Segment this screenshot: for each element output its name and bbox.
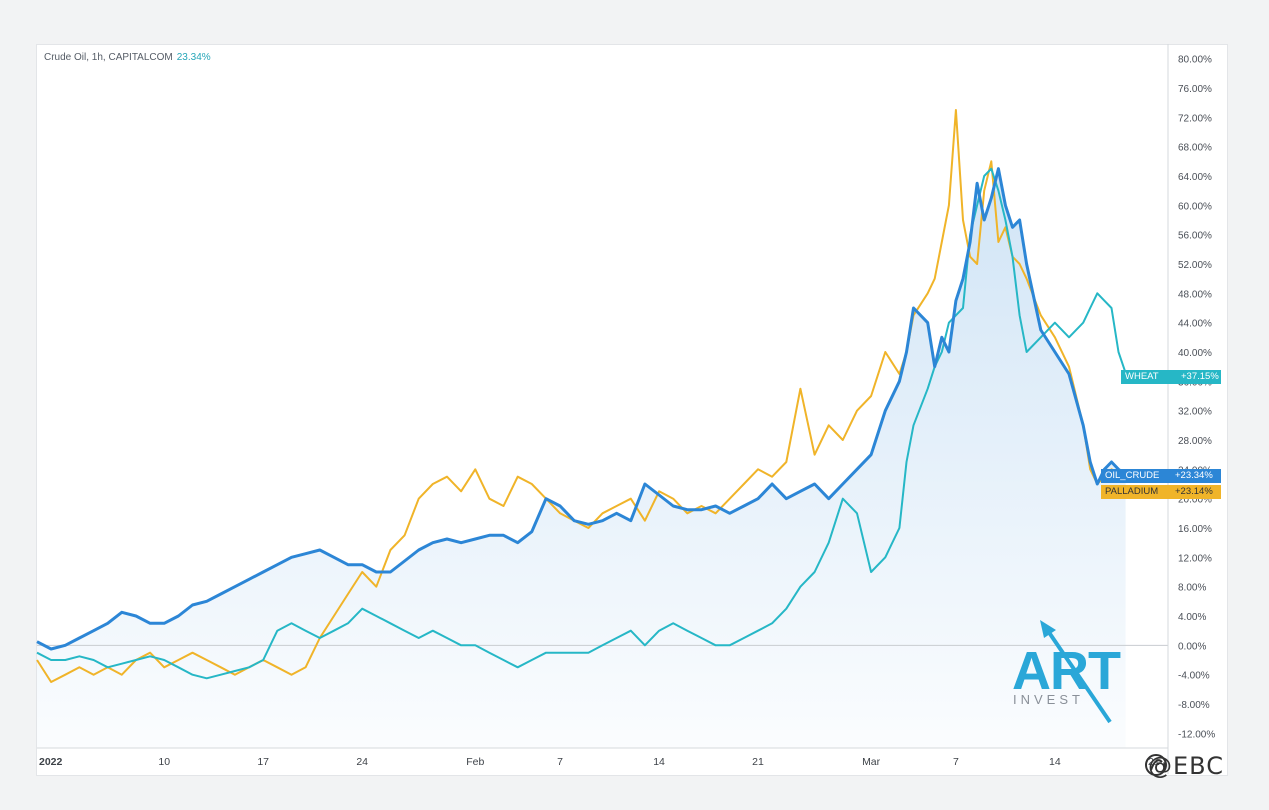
x-tick-label: 7 — [557, 756, 563, 768]
y-tick-label: 8.00% — [1178, 583, 1206, 594]
chart-header: Crude Oil, 1h, CAPITALCOM 23.34% — [44, 52, 211, 63]
art-logo-text: ART — [1012, 641, 1121, 701]
y-tick-label: 64.00% — [1178, 172, 1212, 183]
oil-symbol: OIL_CRUDE — [1105, 470, 1160, 481]
y-tick-label: 76.00% — [1178, 84, 1212, 95]
y-tick-label: 16.00% — [1178, 524, 1212, 535]
chart-title: Crude Oil, 1h, CAPITALCOM — [44, 52, 173, 63]
y-tick-label: -4.00% — [1178, 671, 1210, 682]
y-tick-label: 20.00% — [1178, 495, 1212, 506]
y-tick-label: 28.00% — [1178, 436, 1212, 447]
x-tick-label: 21 — [752, 756, 764, 768]
y-tick-label: 44.00% — [1178, 319, 1212, 330]
x-tick-label: 14 — [1049, 756, 1061, 768]
palladium-value: +23.14% — [1175, 486, 1213, 497]
wheat-price-tag: WHEAT +37.15% — [1121, 370, 1221, 384]
source-logo-icon — [1145, 754, 1167, 776]
y-tick-label: 60.00% — [1178, 201, 1212, 212]
series-line-wheat[interactable] — [36, 167, 1127, 680]
y-tick-label: 48.00% — [1178, 289, 1212, 300]
oil-value: +23.34% — [1175, 470, 1213, 481]
x-tick-label: 14 — [653, 756, 665, 768]
x-tick-label: 2022 — [39, 756, 63, 768]
wheat-symbol: WHEAT — [1125, 371, 1159, 382]
palladium-symbol: PALLADIUM — [1105, 486, 1159, 497]
x-tick-label: 24 — [356, 756, 368, 768]
y-tick-label: 56.00% — [1178, 231, 1212, 242]
invest-logo-text: INVEST — [1013, 692, 1084, 707]
x-tick-label: Mar — [862, 756, 881, 768]
chart-change: 23.34% — [176, 52, 211, 63]
x-tick-label: 10 — [158, 756, 170, 768]
y-tick-label: -8.00% — [1178, 700, 1210, 711]
wheat-value: +37.15% — [1181, 371, 1219, 382]
y-tick-label: 68.00% — [1178, 143, 1212, 154]
oil-price-tag: OIL_CRUDE +23.34% — [1101, 469, 1221, 483]
y-tick-label: 0.00% — [1178, 641, 1206, 652]
y-tick-label: 72.00% — [1178, 113, 1212, 124]
x-tick-label: Feb — [466, 756, 484, 768]
y-tick-label: 4.00% — [1178, 612, 1206, 623]
series-line-oil_crude[interactable] — [36, 167, 1127, 651]
series-area-oil_crude — [37, 168, 1126, 748]
y-tick-label: 40.00% — [1178, 348, 1212, 359]
palladium-price-tag: PALLADIUM +23.14% — [1101, 485, 1221, 499]
x-tick-label: 7 — [953, 756, 959, 768]
source-watermark: @EBC — [1148, 752, 1224, 780]
y-tick-label: 12.00% — [1178, 553, 1212, 564]
art-invest-arrow-icon — [1040, 620, 1112, 724]
y-tick-label: -12.00% — [1178, 729, 1215, 740]
x-tick-label: 17 — [257, 756, 269, 768]
y-tick-label: 80.00% — [1178, 55, 1212, 66]
y-tick-label: 32.00% — [1178, 407, 1212, 418]
y-tick-label: 52.00% — [1178, 260, 1212, 271]
